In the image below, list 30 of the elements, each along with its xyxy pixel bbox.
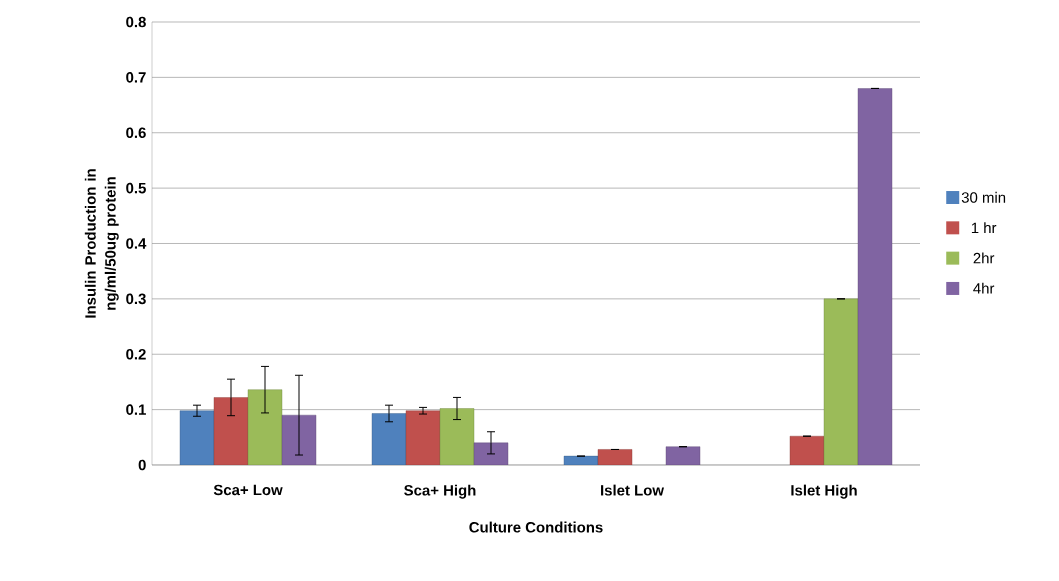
x-tick-label: Sca+ High <box>404 484 476 499</box>
bar <box>857 88 893 465</box>
y-tick-label: 0.6 <box>126 127 146 139</box>
bar <box>665 446 701 465</box>
bar <box>823 298 859 465</box>
y-tick-label: 0 <box>138 459 146 471</box>
y-tick-label: 0.8 <box>126 16 146 28</box>
bar <box>371 413 407 465</box>
y-tick-label: 0.7 <box>126 72 146 83</box>
y-tick-label: 0.4 <box>126 238 147 249</box>
bar <box>473 442 509 465</box>
y-tick-label: 0.1 <box>126 404 146 415</box>
y-axis-title: Insulin Production in ng/ml/50ug protein <box>84 169 119 318</box>
x-axis-title: Culture Conditions <box>469 521 603 533</box>
legend-label: 1 hr <box>971 222 997 233</box>
legend-label: 30 min <box>961 191 1006 203</box>
bar <box>179 410 215 465</box>
bar <box>247 389 283 465</box>
bar <box>405 410 441 465</box>
y-tick-label: 0.5 <box>126 182 146 194</box>
legend-label: 2hr <box>973 252 995 264</box>
x-tick-label: Islet Low <box>601 484 664 496</box>
y-tick-label: 0.2 <box>126 348 146 360</box>
bar <box>439 408 475 465</box>
y-tick-label: 0.3 <box>126 293 146 305</box>
bar <box>597 449 633 465</box>
x-tick-label: Sca+ Low <box>213 484 283 496</box>
legend-label: 4hr <box>973 282 995 294</box>
x-tick-label: Islet High <box>791 484 857 499</box>
bar <box>213 397 249 465</box>
